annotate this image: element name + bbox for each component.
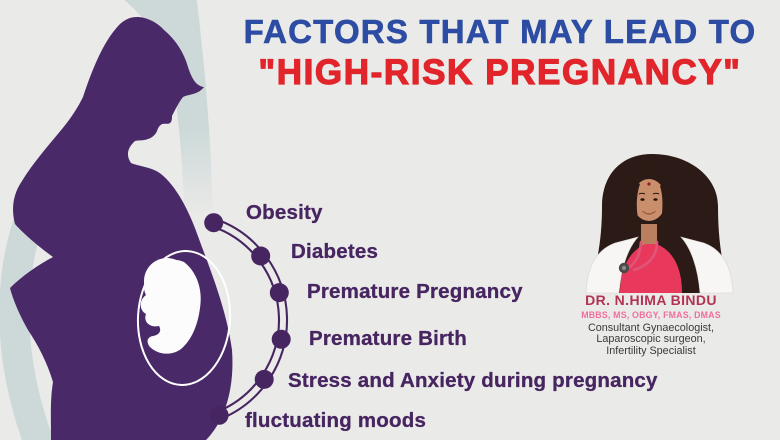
factor-bullet-moods [209,405,229,425]
factor-timeline-arc [204,213,291,425]
doctor-info: DR. N.HIMA BINDU MBBS, MS, OBGY, FMAS, D… [546,292,756,357]
page-title: FACTORS THAT MAY LEAD TO "HIGH-RISK PREG… [222,11,778,93]
decorative-ring-arcs [0,0,213,440]
ring-arc-left [0,197,54,440]
title-line-blue: FACTORS THAT MAY LEAD TO [243,13,757,51]
factor-label-obesity: Obesity [246,201,323,224]
factor-bullet-premature-pregnancy [269,283,289,303]
doctor-photo [585,154,734,294]
factor-bullet-diabetes [251,246,271,266]
factor-label-premature-birth: Premature Birth [309,327,467,350]
doctor-role-line: Consultant Gynaecologist, [587,322,715,334]
fetus-icon [136,250,232,386]
stethoscope-icon [618,240,659,274]
title-line-red: "HIGH-RISK PREGNANCY" [258,52,742,92]
bindi [647,182,651,186]
factor-label-stress: Stress and Anxiety during pregnancy [288,369,658,392]
doctor-role-line: Laparoscopic surgeon, [596,333,706,346]
doctor-name: DR. N.HIMA BINDU [585,292,717,308]
doctor-roles: Consultant Gynaecologist, Laparoscopic s… [546,322,756,357]
doctor-qualifications: MBBS, MS, OBGY, FMAS, DMAS [581,310,721,320]
factor-bullet-stress [254,369,274,389]
ring-arc-top [124,0,213,216]
pregnant-woman-silhouette [10,17,233,440]
factor-label-premature-pregnancy: Premature Pregnancy [307,280,523,303]
factor-bullet-obesity [204,213,224,233]
factor-label-moods: fluctuating moods [245,409,427,432]
factor-bullet-premature-birth [271,329,291,349]
factor-label-diabetes: Diabetes [291,240,379,263]
doctor-role-line: Infertility Specialist [606,344,696,357]
